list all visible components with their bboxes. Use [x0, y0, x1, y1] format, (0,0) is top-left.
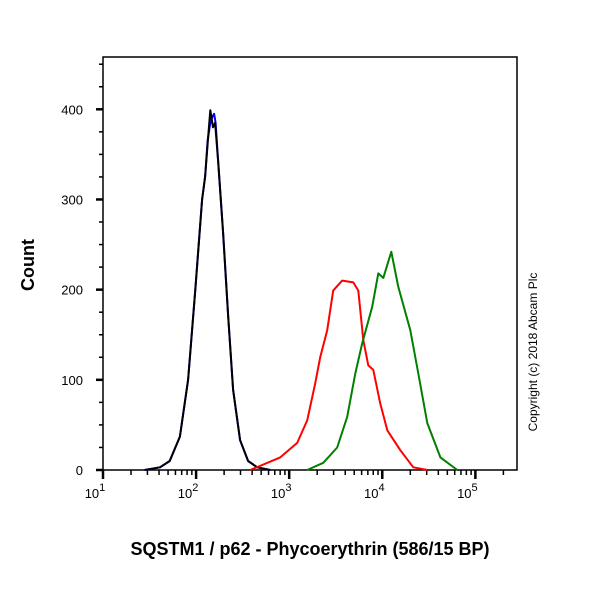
series-group: [144, 109, 458, 471]
x-tick-exponent: 5: [472, 482, 478, 494]
axis-ticks: [96, 63, 505, 479]
plot-frame: [102, 56, 518, 471]
y-tick-label: 0: [76, 463, 83, 478]
x-tick-base: 10: [178, 486, 192, 501]
histogram-series-line: [306, 250, 458, 471]
y-tick-label: 300: [61, 192, 83, 207]
histogram-series-line: [249, 279, 428, 471]
x-tick-exponent: 1: [99, 482, 105, 494]
x-tick-label: 102: [178, 482, 199, 501]
y-tick-labels: 0 100 200 300 400: [61, 102, 83, 478]
x-tick-exponent: 4: [378, 482, 384, 494]
y-tick-label: 200: [61, 283, 83, 298]
x-tick-base: 10: [85, 486, 99, 501]
x-tick-labels: 101 102 103 104 105: [85, 482, 478, 501]
plot-border: [102, 56, 518, 471]
x-tick-base: 10: [457, 486, 471, 501]
histogram-series-line: [144, 109, 271, 471]
x-tick-label: 103: [271, 482, 292, 501]
y-axis-title: Count: [18, 239, 38, 291]
y-tick-label: 400: [61, 102, 83, 117]
x-tick-label: 105: [457, 482, 478, 501]
x-tick-label: 101: [85, 482, 106, 501]
copyright-annotation: Copyright (c) 2018 Abcam Plc: [526, 273, 540, 432]
x-tick-base: 10: [271, 486, 285, 501]
x-tick-exponent: 2: [192, 482, 198, 494]
x-tick-base: 10: [364, 486, 378, 501]
x-axis-title: SQSTM1 / p62 - Phycoerythrin (586/15 BP): [130, 539, 489, 559]
x-tick-exponent: 3: [285, 482, 291, 494]
y-tick-label: 100: [61, 373, 83, 388]
x-tick-label: 104: [364, 482, 385, 501]
histogram-series-line: [144, 112, 271, 471]
